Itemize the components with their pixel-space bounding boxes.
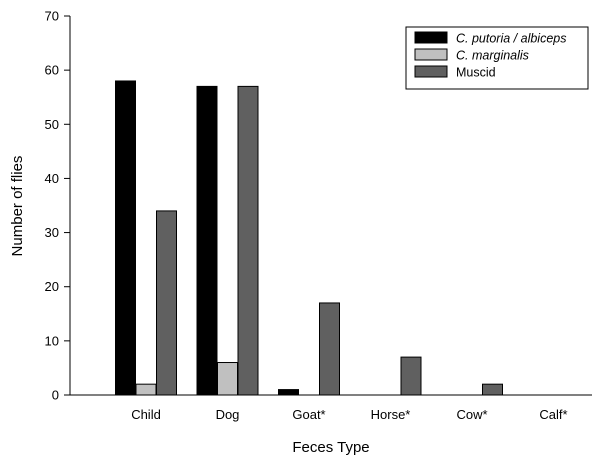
legend: C. putoria / albiceps C. marginalis Muscid: [405, 26, 589, 90]
legend-label: C. marginalis: [456, 49, 529, 63]
x-tick-label: Cow*: [456, 407, 487, 422]
axes: [69, 16, 592, 396]
x-tick-label: Calf*: [539, 407, 567, 422]
bar: [278, 389, 299, 396]
y-tick-label: 70: [45, 9, 59, 24]
x-tick-label: Goat*: [292, 407, 325, 422]
legend-label: Muscid: [456, 66, 496, 80]
y-tick-label: 50: [45, 117, 59, 132]
legend-swatch: [414, 31, 448, 44]
legend-swatch: [414, 48, 448, 61]
bar: [482, 383, 503, 396]
x-tick-label: Child: [131, 407, 161, 422]
y-tick-label: 10: [45, 333, 59, 348]
legend-swatch: [414, 65, 448, 78]
x-ticks: Child Dog Goat* Horse* Cow* Calf*: [131, 407, 567, 422]
y-ticks: 0 10 20 30 40 50 60 70: [45, 9, 70, 403]
legend-label: C. putoria / albiceps: [456, 32, 566, 46]
bar: [237, 85, 259, 396]
bar: [135, 383, 157, 396]
y-tick-label: 20: [45, 279, 59, 294]
bars: [115, 80, 503, 396]
bar: [196, 85, 218, 396]
y-axis-title: Number of flies: [9, 156, 26, 257]
bar: [217, 362, 238, 396]
bar: [319, 302, 340, 396]
bar: [115, 80, 136, 396]
bar: [156, 210, 177, 396]
y-tick-label: 30: [45, 225, 59, 240]
x-axis-title: Feces Type: [292, 439, 369, 456]
x-tick-label: Horse*: [371, 407, 411, 422]
x-tick-label: Dog: [216, 407, 240, 422]
y-tick-label: 0: [52, 388, 59, 403]
y-tick-label: 40: [45, 171, 59, 186]
y-tick-label: 60: [45, 63, 59, 78]
bar: [400, 356, 422, 396]
